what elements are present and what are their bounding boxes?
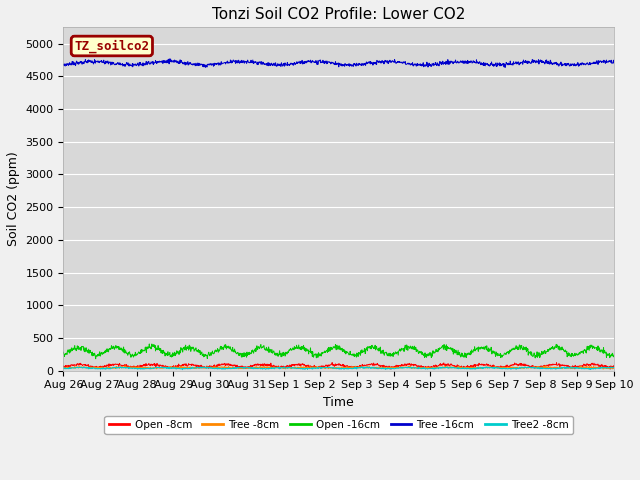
Open -8cm	[610, 365, 618, 371]
Tree -8cm	[102, 365, 110, 371]
Tree2 -8cm	[60, 366, 67, 372]
Title: Tonzi Soil CO2 Profile: Lower CO2: Tonzi Soil CO2 Profile: Lower CO2	[212, 7, 465, 22]
Tree -8cm	[315, 364, 323, 370]
Tree -16cm	[610, 60, 618, 66]
Tree -16cm	[60, 62, 67, 68]
Tree2 -8cm	[125, 366, 132, 372]
Line: Open -8cm: Open -8cm	[63, 362, 614, 369]
Open -8cm	[314, 364, 322, 370]
Tree -8cm	[610, 365, 618, 371]
Text: TZ_soilco2: TZ_soilco2	[74, 39, 149, 53]
Tree -16cm	[166, 56, 173, 62]
Open -16cm	[315, 353, 323, 359]
Open -16cm	[92, 356, 99, 361]
Open -8cm	[60, 363, 67, 369]
Tree2 -8cm	[179, 367, 186, 372]
Line: Tree -16cm: Tree -16cm	[63, 59, 614, 68]
Legend: Open -8cm, Tree -8cm, Open -16cm, Tree -16cm, Tree2 -8cm: Open -8cm, Tree -8cm, Open -16cm, Tree -…	[104, 416, 573, 434]
Tree -16cm	[102, 58, 110, 64]
Open -8cm	[387, 366, 395, 372]
Tree -16cm	[305, 58, 312, 64]
Line: Tree2 -8cm: Tree2 -8cm	[63, 367, 614, 370]
Open -16cm	[305, 348, 313, 354]
Tree2 -8cm	[305, 365, 312, 371]
Open -16cm	[294, 346, 301, 351]
Tree -16cm	[501, 65, 509, 71]
Open -8cm	[373, 361, 381, 367]
Line: Open -16cm: Open -16cm	[63, 344, 614, 359]
Open -16cm	[60, 349, 67, 355]
Tree2 -8cm	[525, 364, 532, 370]
Open -16cm	[125, 349, 132, 355]
Open -16cm	[145, 341, 153, 347]
Tree -8cm	[121, 363, 129, 369]
Open -8cm	[305, 362, 312, 368]
Tree -8cm	[599, 366, 607, 372]
Tree -16cm	[373, 58, 381, 63]
Open -8cm	[102, 363, 110, 369]
Tree -8cm	[60, 365, 67, 371]
Tree2 -8cm	[373, 366, 381, 372]
Tree2 -8cm	[293, 365, 301, 371]
Open -16cm	[102, 348, 110, 353]
Open -16cm	[374, 346, 381, 352]
Open -16cm	[610, 353, 618, 359]
Y-axis label: Soil CO2 (ppm): Soil CO2 (ppm)	[7, 152, 20, 246]
Tree -8cm	[373, 364, 381, 370]
Tree2 -8cm	[315, 365, 323, 371]
X-axis label: Time: Time	[323, 396, 354, 409]
Tree -8cm	[125, 365, 132, 371]
Tree -8cm	[305, 365, 312, 371]
Open -8cm	[328, 360, 336, 365]
Line: Tree -8cm: Tree -8cm	[63, 366, 614, 369]
Tree -16cm	[315, 59, 323, 64]
Open -8cm	[125, 364, 132, 370]
Tree -16cm	[125, 62, 132, 68]
Tree -16cm	[293, 60, 301, 66]
Tree2 -8cm	[102, 365, 110, 371]
Open -8cm	[293, 362, 301, 368]
Tree -8cm	[293, 365, 301, 371]
Tree2 -8cm	[610, 365, 618, 371]
